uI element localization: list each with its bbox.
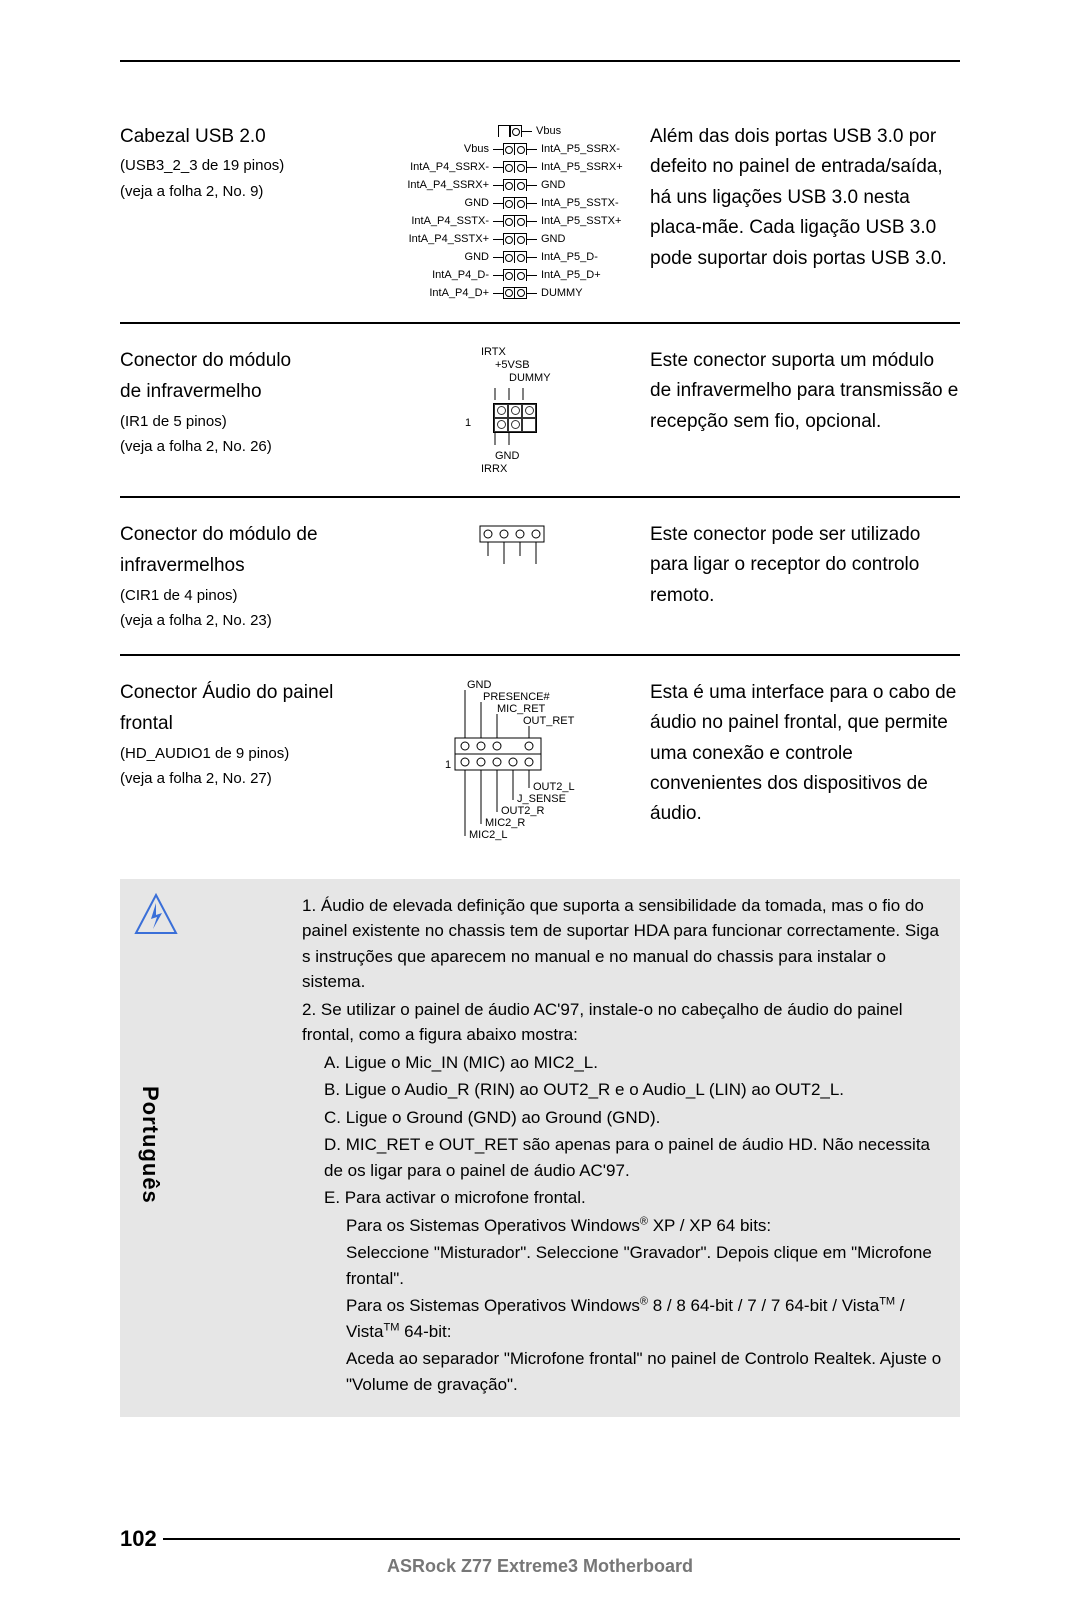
ir-lbl-dummy: DUMMY (509, 372, 585, 385)
ir-desc: Este conector suporta um módulo de infra… (650, 346, 960, 437)
audio-title1: Conector Áudio do painel (120, 678, 380, 708)
warn-e: E. Para activar o microfone frontal. (302, 1185, 942, 1211)
footer: 102 ASRock Z77 Extreme3 Motherboard (120, 1526, 960, 1577)
footer-rule (163, 1538, 960, 1540)
svg-text:OUT2_R: OUT2_R (501, 805, 544, 817)
warning-text: 1. Áudio de elevada definição que suport… (302, 893, 942, 1400)
warn-e1: Para os Sistemas Operativos Windows® XP … (302, 1213, 942, 1239)
ir-title1: Conector do módulo (120, 346, 380, 376)
cir-sub2: (veja a folha 2, No. 23) (120, 608, 380, 634)
svg-text:1: 1 (445, 759, 451, 771)
top-rule (120, 60, 960, 62)
audio-diagram: GND PRESENCE# MIC_RET OUT_RET 1 (415, 678, 615, 851)
cir-sub1: (CIR1 de 4 pinos) (120, 583, 380, 609)
ir-lbl-gnd: GND (495, 450, 585, 463)
section-usb: Cabezal USB 2.0 (USB3_2_3 de 19 pinos) (… (120, 122, 960, 324)
ir-lbl-irrx: IRRX (481, 463, 585, 476)
svg-text:OUT2_L: OUT2_L (533, 781, 575, 793)
ir-lbl-irtx: IRTX (481, 346, 585, 359)
warn-b: B. Ligue o Audio_R (RIN) ao OUT2_R e o A… (302, 1077, 942, 1103)
warn-e3: Para os Sistemas Operativos Windows® 8 /… (302, 1293, 942, 1344)
language-label: Português (137, 1086, 163, 1204)
warn-p1: 1. Áudio de elevada definição que suport… (302, 893, 942, 995)
audio-sub2: (veja a folha 2, No. 27) (120, 766, 380, 792)
footer-title: ASRock Z77 Extreme3 Motherboard (120, 1556, 960, 1577)
usb-diagram: VbusVbusIntA_P5_SSRX-IntA_P4_SSRX-IntA_P… (397, 122, 633, 302)
warn-c: C. Ligue o Ground (GND) ao Ground (GND). (302, 1105, 942, 1131)
language-tab: Português (120, 1010, 180, 1280)
usb-title: Cabezal USB 2.0 (120, 122, 380, 152)
warn-p2: 2. Se utilizar o painel de áudio AC'97, … (302, 997, 942, 1048)
svg-text:MIC_RET: MIC_RET (497, 703, 546, 715)
cir-desc: Este conector pode ser utilizado para li… (650, 520, 960, 611)
usb-sub2: (veja a folha 2, No. 9) (120, 179, 380, 205)
section-ir: Conector do módulo de infravermelho (IR1… (120, 346, 960, 498)
audio-desc: Esta é uma interface para o cabo de áudi… (650, 678, 960, 830)
ir-pin1: 1 (465, 417, 471, 429)
svg-text:MIC2_R: MIC2_R (485, 817, 525, 829)
section-audio: Conector Áudio do painel frontal (HD_AUD… (120, 678, 960, 857)
page-number: 102 (120, 1526, 157, 1552)
usb-sub1: (USB3_2_3 de 19 pinos) (120, 153, 380, 179)
svg-text:J_SENSE: J_SENSE (517, 793, 566, 805)
ir-title2: de infravermelho (120, 377, 380, 407)
audio-sub1: (HD_AUDIO1 de 9 pinos) (120, 741, 380, 767)
warn-d: D. MIC_RET e OUT_RET são apenas para o p… (302, 1132, 942, 1183)
svg-text:GND: GND (467, 679, 492, 691)
audio-title2: frontal (120, 709, 380, 739)
section-cir: Conector do módulo de infravermelhos (CI… (120, 520, 960, 656)
ir-sub1: (IR1 de 5 pinos) (120, 409, 380, 435)
ir-lbl-5vsb: +5VSB (495, 359, 585, 372)
cir-title2: infravermelhos (120, 551, 380, 581)
warning-box: 1. Áudio de elevada definição que suport… (120, 879, 960, 1418)
warn-a: A. Ligue o Mic_IN (MIC) ao MIC2_L. (302, 1050, 942, 1076)
ir-diagram: IRTX +5VSB DUMMY 1 GND IRRX (445, 346, 585, 476)
svg-text:PRESENCE#: PRESENCE# (483, 691, 551, 703)
usb-desc: Além das dois portas USB 3.0 por defeito… (650, 122, 960, 274)
cir-title1: Conector do módulo de (120, 520, 380, 550)
warn-e4: Aceda ao separador "Microfone frontal" n… (302, 1346, 942, 1397)
ir-sub2: (veja a folha 2, No. 26) (120, 434, 380, 460)
cir-diagram (470, 520, 560, 580)
warn-e2: Seleccione "Misturador". Seleccione "Gra… (302, 1240, 942, 1291)
svg-text:OUT_RET: OUT_RET (523, 715, 575, 727)
svg-text:MIC2_L: MIC2_L (469, 829, 508, 841)
